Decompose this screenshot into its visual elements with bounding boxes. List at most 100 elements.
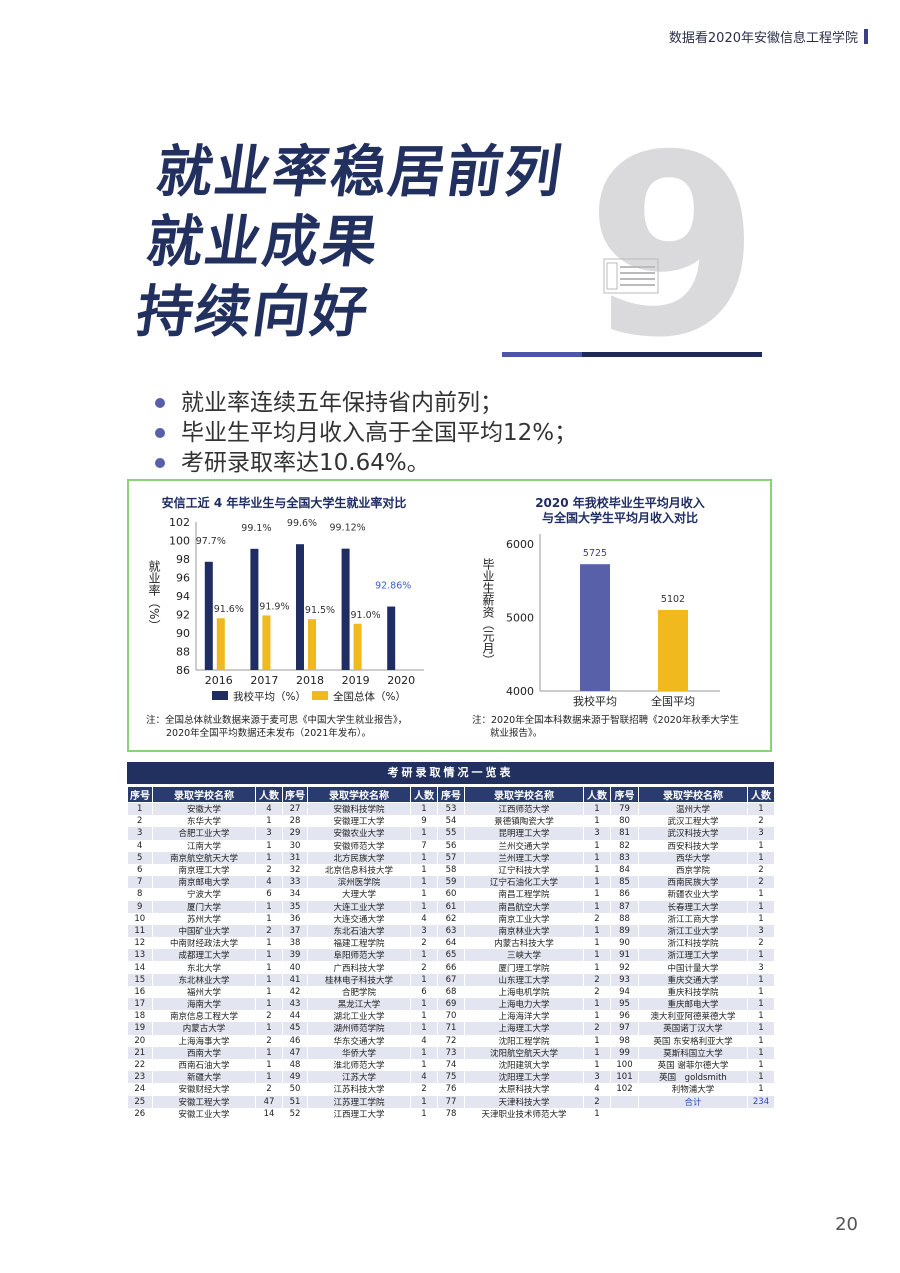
table-cell: 59 xyxy=(437,876,465,889)
chart2-y-tick: 5000 xyxy=(506,612,534,625)
table-cell: 湖州师范学院 xyxy=(307,1022,411,1035)
table-cell: 3 xyxy=(747,961,775,974)
table-cell: 黑龙江大学 xyxy=(307,998,411,1011)
data-label: 91.0% xyxy=(351,610,381,621)
table-cell: 南京理工大学 xyxy=(152,863,256,877)
table-header-cell: 人数 xyxy=(583,786,611,803)
table-cell: 1 xyxy=(410,876,438,889)
title-line: 就业率稳居前列 xyxy=(152,140,568,205)
table-cell: 30 xyxy=(282,839,308,852)
chart1-y-tick: 100 xyxy=(169,535,190,548)
table-cell: 6 xyxy=(127,863,153,877)
table-cell: 3 xyxy=(747,827,775,840)
table-cell: 23 xyxy=(127,1071,153,1084)
table-cell: 43 xyxy=(282,998,308,1011)
table-row: 6 南京理工大学 2 32 北京信息科技大学 1 58 辽宁科技大学 1 84 西京学院 2 xyxy=(127,863,775,877)
table-cell: 南京工业大学 xyxy=(464,912,584,925)
chart1-y-tick: 90 xyxy=(176,627,190,640)
table-cell: 66 xyxy=(437,961,465,974)
chart1-note-line: 2020年全国平均数据还未发布（2021年发布）。 xyxy=(166,727,371,739)
table-cell: 1 xyxy=(747,1058,775,1072)
table-cell: 东北石油大学 xyxy=(307,924,411,938)
bar-school xyxy=(204,561,213,670)
table-header-cell: 序号 xyxy=(610,786,639,803)
chart1-x-tick: 2016 xyxy=(205,674,233,687)
table-cell: 1 xyxy=(410,900,438,913)
table-header-cell: 人数 xyxy=(747,786,775,803)
table-cell: 46 xyxy=(282,1034,308,1047)
table-cell: 80 xyxy=(610,815,639,828)
table-cell: 2 xyxy=(127,815,153,828)
table-row: 23 新疆大学 1 49 江苏大学 4 75 沈阳理工大学 3 101 英国 goldsmith 1 xyxy=(127,1071,775,1084)
table-row: 24 安徽财经大学 2 50 江苏科技大学 2 76 太原科技大学 4 102 利物浦大学 1 xyxy=(127,1083,775,1096)
table-cell: 1 xyxy=(583,961,611,974)
table-cell: 西京学院 xyxy=(638,863,748,877)
table-cell: 2 xyxy=(410,1083,438,1096)
table-cell: 江苏科技大学 xyxy=(307,1083,411,1096)
table-cell: 74 xyxy=(437,1058,465,1072)
table-cell: 19 xyxy=(127,1022,153,1035)
table-cell: 中国矿业大学 xyxy=(152,924,256,938)
bullet-item: 毕业生平均月收入高于全国平均12%； xyxy=(155,418,577,448)
table-cell: 1 xyxy=(583,1046,611,1059)
chart2-note-line: 注：2020年全国本科数据来源于智联招聘《2020年秋季大学生 xyxy=(472,714,739,726)
chart2-y-tick: 6000 xyxy=(506,538,534,551)
table-cell: 浙江工业大学 xyxy=(638,924,748,938)
table-cell: 9 xyxy=(410,815,438,828)
table-cell: 2 xyxy=(410,961,438,974)
table-row: 17 海南大学 1 43 黑龙江大学 1 69 上海电力大学 1 95 重庆邮电大学 1 xyxy=(127,998,775,1011)
table-cell: 3 xyxy=(747,924,775,938)
table-cell: 成都理工大学 xyxy=(152,949,256,962)
table-cell: 浙江工商大学 xyxy=(638,912,748,925)
table-row: 15 东北林业大学 1 41 桂林电子科技大学 1 67 山东理工大学 2 93 重庆交通大学 1 xyxy=(127,973,775,986)
table-cell: 21 xyxy=(127,1046,153,1059)
running-header-text: 数据看2020年安徽信息工程学院 xyxy=(668,31,858,46)
table-cell: 1 xyxy=(747,998,775,1011)
table-cell: 6 xyxy=(255,888,283,901)
table-cell: 海南大学 xyxy=(152,998,256,1011)
legend-label-school: 我校平均（%） xyxy=(233,690,306,703)
table-cell: 北京信息科技大学 xyxy=(307,863,411,877)
table-cell: 1 xyxy=(583,949,611,962)
table-cell: 澳大利亚阿德莱德大学 xyxy=(638,1010,748,1023)
table-cell: 92 xyxy=(610,961,639,974)
data-label: 99.12% xyxy=(329,523,365,534)
header-accent-bar xyxy=(864,29,868,44)
table-row: 10 苏州大学 1 36 大连交通大学 4 62 南京工业大学 2 88 浙江工商大学 1 xyxy=(127,912,775,925)
data-label: 99.1% xyxy=(241,523,271,534)
title-line: 就业成果 xyxy=(142,210,384,275)
page-title: 就业率稳居前列 就业成果 持续向好 xyxy=(132,138,568,348)
table-cell: 上海海洋大学 xyxy=(464,1010,584,1023)
table-cell: 38 xyxy=(282,937,308,950)
table-cell: 温州大学 xyxy=(638,802,748,816)
bar-school xyxy=(341,548,350,670)
table-cell: 东华大学 xyxy=(152,815,256,828)
chart1-y-tick: 102 xyxy=(169,516,190,529)
table-cell: 1 xyxy=(255,985,283,998)
table-cell: 湖北工业大学 xyxy=(307,1010,411,1023)
table-cell: 西南石油大学 xyxy=(152,1058,256,1072)
table-cell: 4 xyxy=(410,1071,438,1084)
table-cell: 1 xyxy=(255,1046,283,1059)
table-cell: 98 xyxy=(610,1034,639,1047)
chart2-x-tick: 我校平均 xyxy=(573,694,617,708)
table-cell: 西华大学 xyxy=(638,851,748,864)
table-cell: 内蒙古大学 xyxy=(152,1022,256,1035)
table-cell: 11 xyxy=(127,924,153,938)
table-cell: 4 xyxy=(255,876,283,889)
table-cell: 1 xyxy=(747,949,775,962)
table-cell: 1 xyxy=(255,1071,283,1084)
bar-national xyxy=(353,623,362,670)
table-cell: 天津职业技术师范大学 xyxy=(464,1107,584,1120)
table-cell: 景德镇陶瓷大学 xyxy=(464,815,584,828)
table-cell: 1 xyxy=(747,1034,775,1047)
table-cell: 39 xyxy=(282,949,308,962)
table-cell: 滨州医学院 xyxy=(307,876,411,889)
admissions-table: 序号 录取学校名称 人数 序号 录取学校名称 人数 序号 录取学校名称 人数 序号 录取学校名称 人数… xyxy=(127,786,775,1120)
bar-national-salary xyxy=(658,610,688,691)
table-cell: 102 xyxy=(610,1083,639,1096)
table-cell: 1 xyxy=(583,998,611,1011)
table-cell: 1 xyxy=(747,1046,775,1059)
table-cell: 49 xyxy=(282,1071,308,1084)
table-cell: 91 xyxy=(610,949,639,962)
